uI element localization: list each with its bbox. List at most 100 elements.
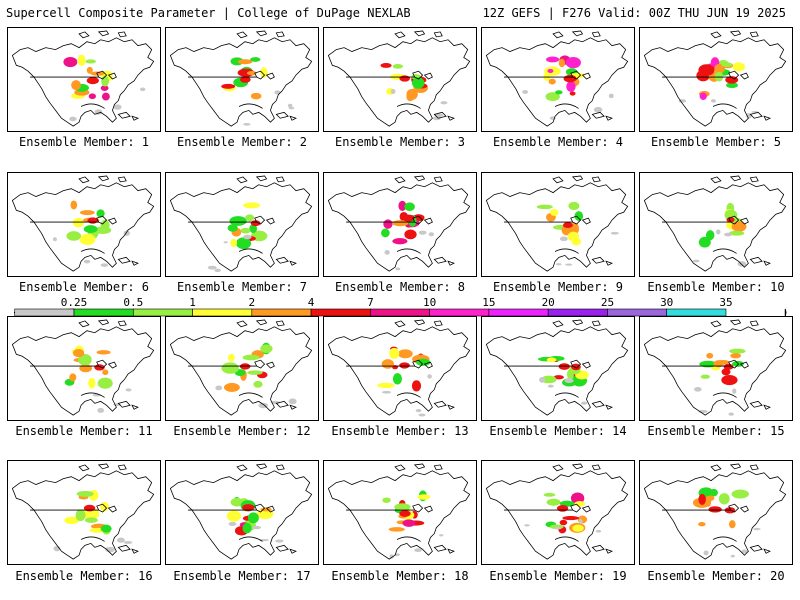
coastline [169, 326, 313, 416]
great-lakes [254, 359, 275, 369]
ensemble-panel [481, 316, 635, 421]
colorbar-segment [310, 308, 371, 317]
colorbar-segment [666, 308, 727, 317]
scp-blob [724, 209, 738, 221]
scp-field [524, 492, 602, 534]
coastline [169, 470, 313, 560]
scp-blob [700, 374, 711, 379]
scp-core [563, 222, 573, 229]
arctic-islands [236, 319, 285, 328]
coastline [327, 470, 471, 560]
scp-blob [698, 522, 706, 527]
scp-core [556, 505, 569, 512]
scp-low-blob [678, 99, 687, 103]
scp-blob [698, 236, 711, 248]
gulf-coast [396, 103, 421, 109]
scp-blob [548, 78, 556, 85]
scp-blob [242, 522, 252, 534]
coastline [643, 37, 787, 127]
scp-field [694, 348, 746, 416]
ensemble-caption: Ensemble Member: 3 [334, 135, 466, 149]
great-lakes [728, 215, 749, 225]
scp-blob [406, 92, 414, 102]
great-lakes [728, 359, 749, 369]
scp-blob [545, 92, 560, 101]
scp-blob [729, 348, 746, 354]
scp-field [226, 496, 284, 543]
scp-blob [223, 382, 240, 392]
caribbean-islands [117, 111, 139, 121]
ensemble-map [485, 463, 629, 560]
ensemble-map [327, 319, 471, 417]
scp-low-blob [381, 390, 392, 394]
scp-field [692, 202, 747, 267]
colorbar-segment [488, 308, 549, 317]
gulf-coast [712, 536, 737, 542]
scp-low-blob [418, 413, 426, 417]
scp-low-blob [547, 384, 554, 388]
scp-low-blob [553, 526, 562, 530]
scp-blob [411, 380, 422, 392]
scp-blob [86, 66, 93, 74]
scp-field [678, 57, 759, 119]
arctic-islands [552, 319, 601, 328]
scp-low-blob [432, 116, 441, 121]
ensemble-panel [639, 460, 793, 565]
scp-blob [79, 210, 95, 216]
scp-blob [732, 62, 745, 72]
scp-low-blob [97, 407, 105, 413]
gulf-coast [712, 392, 737, 398]
colorbar-tick-label: 15 [482, 296, 495, 309]
ensemble-map [169, 463, 313, 560]
ensemble-map [485, 30, 629, 127]
scp-core [86, 77, 99, 85]
coastline [485, 182, 629, 272]
coastline [169, 182, 313, 272]
gulf-coast [80, 536, 105, 542]
scp-blob [237, 59, 253, 65]
coastline [327, 326, 471, 416]
scp-core [239, 363, 251, 370]
arctic-islands [394, 30, 443, 39]
ensemble-panel [165, 27, 319, 132]
colorbar-tick-label: 30 [660, 296, 673, 309]
scp-blob [260, 67, 268, 78]
scp-blob [721, 374, 738, 386]
scp-field [537, 355, 589, 405]
scp-field [692, 487, 761, 558]
colorbar-tick-label: 0.25 [61, 296, 88, 309]
great-lakes [254, 215, 275, 225]
scp-field [53, 200, 131, 267]
colorbar-tick-label: 35 [719, 296, 732, 309]
scp-blob [69, 373, 77, 382]
ensemble-caption: Ensemble Member: 20 [647, 569, 785, 583]
scp-low-blob [610, 231, 619, 235]
scp-blob [404, 229, 417, 240]
scp-field [382, 490, 444, 559]
ensemble-panel [165, 172, 319, 277]
scp-blob [392, 64, 403, 69]
scp-low-blob [214, 268, 221, 273]
great-lakes [96, 359, 117, 369]
scp-blob [721, 62, 733, 68]
scp-blob [731, 221, 747, 232]
scp-field [377, 346, 432, 417]
scp-blob [381, 359, 395, 369]
scp-blob [71, 80, 81, 91]
scp-blob [100, 85, 109, 91]
arctic-islands [78, 30, 127, 39]
ensemble-caption: Ensemble Member: 14 [489, 424, 627, 438]
scp-low-blob [555, 263, 562, 266]
scp-blob [731, 489, 749, 499]
scp-low-blob [243, 122, 251, 126]
scp-low-blob [274, 90, 281, 95]
scp-blob [100, 219, 110, 231]
scp-field [63, 54, 146, 122]
scp-blob [568, 201, 580, 211]
scp-blob [543, 492, 556, 497]
scp-blob [381, 228, 390, 238]
ensemble-caption: Ensemble Member: 12 [173, 424, 311, 438]
scp-blob [707, 495, 715, 501]
ensemble-panel [165, 460, 319, 565]
scp-blob [227, 353, 235, 362]
